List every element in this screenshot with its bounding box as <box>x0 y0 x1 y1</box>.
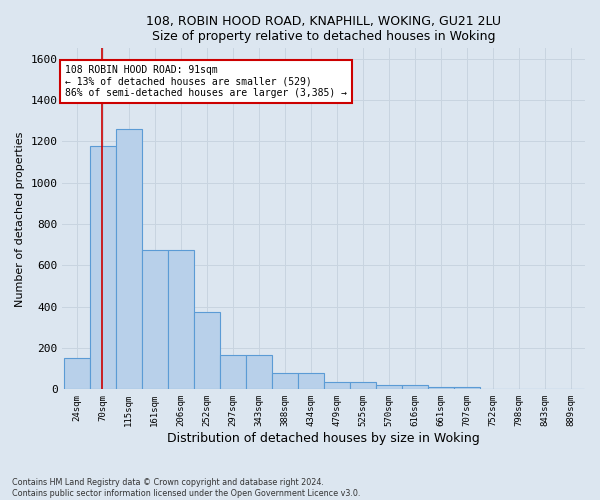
Bar <box>298 373 324 390</box>
Bar <box>167 250 194 390</box>
Bar <box>220 355 246 390</box>
Y-axis label: Number of detached properties: Number of detached properties <box>15 131 25 306</box>
Bar <box>64 358 90 390</box>
Bar <box>90 146 116 390</box>
Bar <box>246 355 272 390</box>
Bar <box>324 382 350 390</box>
Text: Contains HM Land Registry data © Crown copyright and database right 2024.
Contai: Contains HM Land Registry data © Crown c… <box>12 478 361 498</box>
Text: 108 ROBIN HOOD ROAD: 91sqm
← 13% of detached houses are smaller (529)
86% of sem: 108 ROBIN HOOD ROAD: 91sqm ← 13% of deta… <box>65 65 347 98</box>
X-axis label: Distribution of detached houses by size in Woking: Distribution of detached houses by size … <box>167 432 480 445</box>
Bar <box>428 388 454 390</box>
Bar <box>350 382 376 390</box>
Bar <box>454 388 480 390</box>
Bar <box>402 385 428 390</box>
Bar <box>194 312 220 390</box>
Bar <box>116 129 142 390</box>
Bar <box>142 250 167 390</box>
Bar <box>376 385 402 390</box>
Title: 108, ROBIN HOOD ROAD, KNAPHILL, WOKING, GU21 2LU
Size of property relative to de: 108, ROBIN HOOD ROAD, KNAPHILL, WOKING, … <box>146 15 501 43</box>
Bar <box>272 373 298 390</box>
